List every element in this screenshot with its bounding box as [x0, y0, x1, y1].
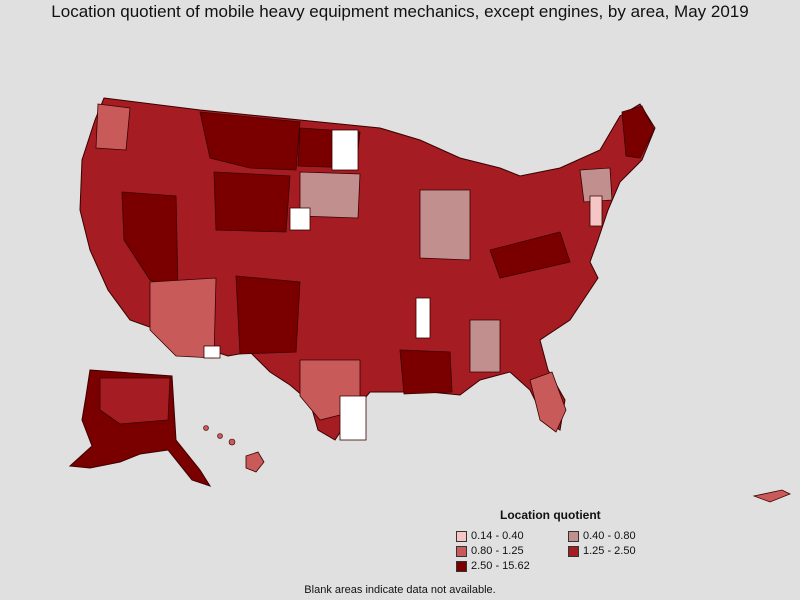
legend-label: 2.50 - 15.62	[471, 560, 530, 572]
legend-label: 0.40 - 0.80	[583, 530, 636, 542]
region-no-data-sd	[289, 207, 311, 231]
region-maine	[621, 105, 655, 159]
region-hawaii-islands	[228, 438, 236, 446]
legend-label: 1.25 - 2.50	[583, 545, 636, 557]
region-florida	[529, 371, 567, 433]
region-montana	[199, 111, 301, 171]
legend-item: 0.80 - 1.25	[456, 545, 524, 557]
region-kentucky-wv	[489, 231, 571, 279]
region-new-jersey	[589, 195, 603, 227]
region-no-data-nd	[331, 129, 359, 171]
region-no-data-az	[203, 345, 221, 359]
legend-item: 0.14 - 0.40	[456, 530, 524, 542]
region-new-england	[579, 167, 613, 203]
legend-label: 0.14 - 0.40	[471, 530, 524, 542]
footnote: Blank areas indicate data not available.	[304, 584, 496, 596]
legend-swatch	[456, 545, 467, 557]
region-south-dakota	[299, 171, 361, 219]
region-arizona	[149, 277, 217, 359]
region-hawaii	[245, 451, 265, 473]
region-washington-coast	[95, 103, 131, 151]
region-alabama	[469, 319, 501, 373]
region-alaska-interior	[99, 377, 171, 425]
region-hawaii-islands	[217, 433, 223, 439]
legend-label: 0.80 - 1.25	[471, 545, 524, 557]
region-illinois-indiana	[419, 189, 471, 261]
legend-swatch	[568, 530, 579, 542]
region-hawaii-islands	[203, 425, 209, 431]
legend-item: 1.25 - 2.50	[568, 545, 636, 557]
legend-swatch	[456, 560, 467, 572]
legend-swatch	[568, 545, 579, 557]
region-louisiana	[399, 349, 453, 395]
legend-item: 0.40 - 0.80	[568, 530, 636, 542]
region-no-data-tx	[339, 395, 367, 441]
region-new-mexico	[235, 275, 301, 355]
region-puerto-rico	[752, 489, 791, 503]
legend-swatch	[456, 530, 467, 542]
legend-item: 2.50 - 15.62	[456, 560, 530, 572]
map-title: Location quotient of mobile heavy equipm…	[51, 2, 749, 21]
legend-title: Location quotient	[500, 508, 601, 522]
region-no-data-ms	[415, 297, 431, 339]
region-wyoming	[213, 171, 291, 233]
